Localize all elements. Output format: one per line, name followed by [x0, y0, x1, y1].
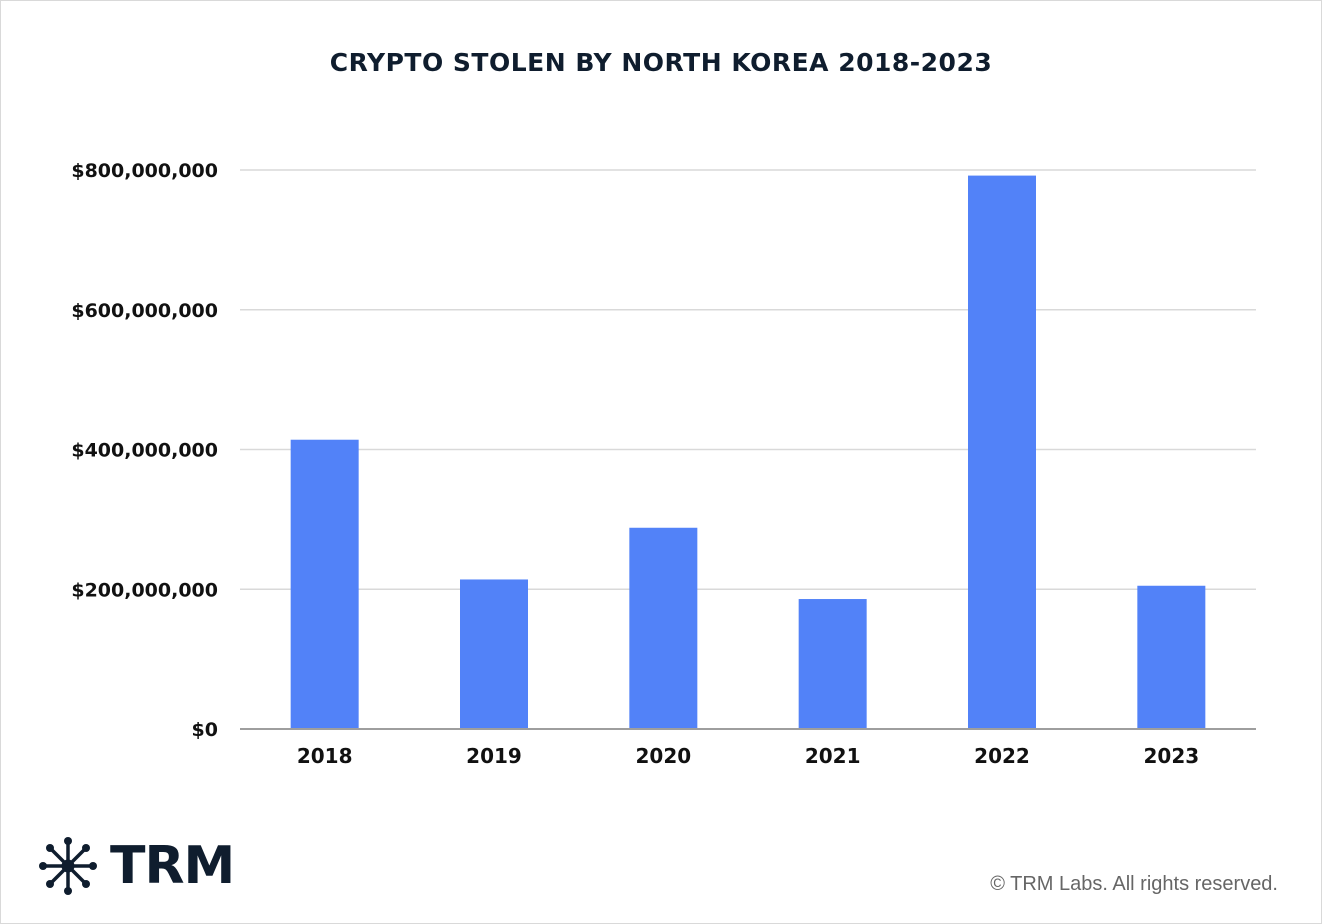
bar-2020	[629, 527, 698, 729]
chart-title: CRYPTO STOLEN BY NORTH KOREA 2018-2023	[329, 48, 993, 77]
trm-logo: TRM	[38, 836, 235, 896]
y-tick-label: $400,000,000	[71, 440, 218, 462]
x-tick-label: 2022	[974, 744, 1030, 768]
bar-2018	[290, 439, 359, 729]
y-tick-label: $0	[192, 719, 218, 741]
y-tick-label: $200,000,000	[71, 579, 218, 601]
y-tick-label: $600,000,000	[71, 300, 218, 322]
bars	[290, 175, 1206, 730]
tick-labels: $0 $200,000,000 $400,000,000 $600,000,000 $8…	[71, 160, 1199, 768]
network-node-icon	[39, 837, 97, 895]
x-tick-label: 2018	[297, 744, 353, 768]
bar-2021	[798, 599, 867, 729]
logo-wordmark: TRM	[110, 836, 235, 896]
bar-2019	[460, 579, 528, 729]
grid-lines	[240, 169, 1256, 590]
x-tick-label: 2023	[1143, 744, 1199, 768]
bar-2022	[968, 175, 1036, 730]
copyright-notice: © TRM Labs. All rights reserved.	[990, 873, 1278, 895]
x-tick-label: 2020	[635, 744, 691, 768]
bar-2023	[1137, 585, 1206, 729]
x-tick-label: 2021	[805, 744, 861, 768]
x-tick-label: 2019	[466, 744, 522, 768]
y-tick-label: $800,000,000	[71, 160, 218, 182]
